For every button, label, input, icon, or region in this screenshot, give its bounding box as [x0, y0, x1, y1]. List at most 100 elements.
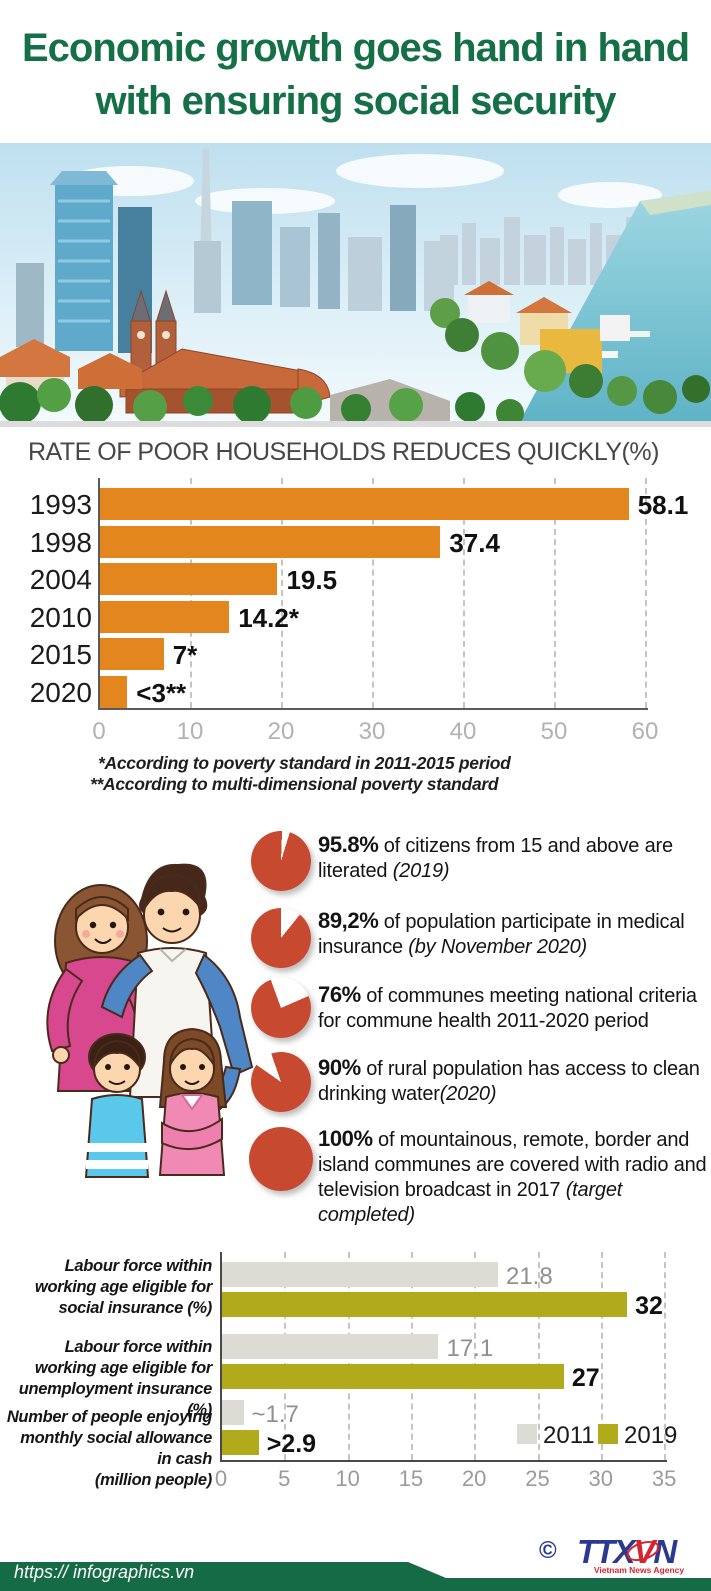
- chart1-title: RATE OF POOR HOUSEHOLDS REDUCES QUICKLY(…: [28, 438, 659, 466]
- stat-note: (2020): [439, 1083, 497, 1105]
- axis-tick-label: 10: [176, 718, 204, 745]
- stat-text: 95.8% of citizens from 15 and above are …: [318, 832, 673, 882]
- footer-ribbon-slope: [408, 1562, 446, 1578]
- bar-category-label: 1993: [29, 489, 92, 520]
- group-label: Labour force within working age eligible …: [18, 1338, 213, 1419]
- stat-note: (target completed): [318, 1179, 623, 1226]
- bar-value-2019: >2.9: [266, 1430, 317, 1458]
- bar-category-label: 2015: [29, 639, 92, 671]
- pie-chart-100: [249, 1127, 313, 1191]
- social-stats-section: 95.8% of citizens from 15 and above are …: [0, 820, 711, 1240]
- copyright-symbol: ©: [539, 1537, 557, 1564]
- ttxvn-logo-text: TTXVN: [577, 1533, 677, 1571]
- bar-2011: [222, 1334, 439, 1359]
- pie-chart-76: [251, 978, 311, 1038]
- y-axis-line: [220, 1252, 222, 1460]
- axis-tick-label: 40: [449, 718, 477, 745]
- photo-bottom-edge: [0, 421, 711, 427]
- axis-tick-label: 35: [651, 1466, 677, 1491]
- bar-1998: [100, 525, 441, 558]
- bar-2011: [222, 1400, 244, 1425]
- pie-chart-90: [251, 1052, 311, 1112]
- bar-value-label: <3**: [136, 678, 187, 708]
- bar-value-label: 58.1: [637, 490, 689, 520]
- x-axis-line: [98, 708, 648, 710]
- logo-caption: Vietnam News Agency: [593, 1565, 685, 1575]
- axis-tick-label: 20: [461, 1466, 487, 1491]
- legend-swatch-2011: [517, 1424, 537, 1444]
- legend-swatch-2019: [598, 1424, 618, 1444]
- footnote-1: *According to poverty standard in 2011-2…: [98, 753, 511, 773]
- gridline: [645, 478, 647, 708]
- bar-value-label: 14.2*: [238, 602, 299, 633]
- axis-tick-label: 0: [92, 718, 106, 745]
- bar-1993: [100, 488, 629, 520]
- page-title: Economic growth goes hand in hand with e…: [0, 22, 711, 128]
- page-title-line2: with ensuring social security: [95, 79, 616, 123]
- bar-category-label: 2020: [29, 677, 92, 708]
- gridline: [664, 1252, 667, 1460]
- stat-percentage: 95.8%: [318, 832, 379, 857]
- logo-ttx: TTX: [577, 1533, 635, 1570]
- x-axis-line: [220, 1460, 668, 1462]
- ttxvn-logo: © TTXVN Vietnam News Agency: [525, 1533, 705, 1577]
- bar-2019: [222, 1364, 564, 1389]
- stat-text: 90% of rural population has access to cl…: [318, 1055, 700, 1105]
- bar-category-label: 2010: [29, 601, 92, 633]
- bar-value-2019: 32: [635, 1292, 663, 1320]
- family-illustration: [46, 863, 254, 1178]
- infographics-url-link[interactable]: https:// infographics.vn: [14, 1562, 195, 1582]
- stat-text: 100% of mountainous, remote, border and …: [318, 1126, 707, 1226]
- axis-tick-label: 30: [358, 718, 386, 745]
- footnote-2: **According to multi-dimensional poverty…: [90, 774, 499, 794]
- axis-tick-label: 25: [525, 1466, 550, 1491]
- gridline: [537, 1252, 540, 1460]
- bar-value-label: 19.5: [286, 565, 338, 596]
- bar-category-label: 1998: [29, 526, 92, 558]
- axis-tick-label: 60: [631, 718, 659, 745]
- group-label: Number of people enjoying monthly social …: [6, 1408, 212, 1489]
- bar-category-label: 2004: [29, 564, 92, 596]
- bar-value-2019: 27: [571, 1364, 600, 1392]
- legend-item-2011: 2011: [517, 1422, 597, 1449]
- footer-strip: [0, 1578, 711, 1591]
- axis-tick-label: 50: [540, 718, 568, 745]
- logo-n: N: [653, 1533, 677, 1570]
- legend-item-2019: 2019: [598, 1422, 678, 1449]
- stat-percentage: 90%: [318, 1055, 361, 1080]
- axis-tick-label: 30: [588, 1466, 614, 1491]
- stat-percentage: 100%: [318, 1126, 373, 1151]
- bar-value-2011: 21.8: [505, 1263, 553, 1290]
- bar-value-label: 7*: [172, 640, 198, 671]
- stat-note: (by November 2020): [408, 936, 587, 958]
- stat-percentage: 89,2%: [318, 908, 379, 933]
- axis-tick-label: 5: [278, 1466, 291, 1491]
- bar-2019: [222, 1292, 628, 1317]
- bar-value-label: 37.4: [449, 527, 500, 558]
- axis-tick-label: 20: [267, 718, 295, 745]
- stat-text: 76% of communes meeting national criteri…: [318, 982, 697, 1032]
- page-title-line1: Economic growth goes hand in hand: [21, 26, 690, 70]
- bar-2019: [222, 1430, 259, 1455]
- bar-2004: [100, 563, 278, 596]
- axis-tick-label: 10: [335, 1466, 360, 1491]
- group-label: Labour force within working age eligible …: [34, 1257, 212, 1317]
- bar-value-2011: ~1.7: [251, 1401, 299, 1428]
- logo-v: V: [633, 1533, 655, 1570]
- gridline: [281, 478, 283, 708]
- gridline: [372, 478, 374, 708]
- legend-label: 2019: [624, 1422, 678, 1449]
- bar-2020: [100, 676, 128, 708]
- pie-chart-958: [251, 831, 311, 891]
- stat-percentage: 76%: [318, 982, 361, 1007]
- axis-tick-label: 15: [398, 1466, 424, 1491]
- pie-chart-892: [251, 908, 311, 968]
- axis-tick-label: 0: [214, 1466, 228, 1491]
- poor-households-chart: 0 10 20 30 40 50 60 1993 58.1 1998 37.4 2004 19.5 201…: [0, 470, 711, 770]
- stat-text: 89,2% of population participate in medic…: [318, 908, 685, 958]
- bar-2010: [100, 600, 230, 633]
- gridline: [463, 478, 465, 708]
- bar-2011: [222, 1262, 498, 1287]
- bar-value-2011: 17.1: [446, 1335, 494, 1362]
